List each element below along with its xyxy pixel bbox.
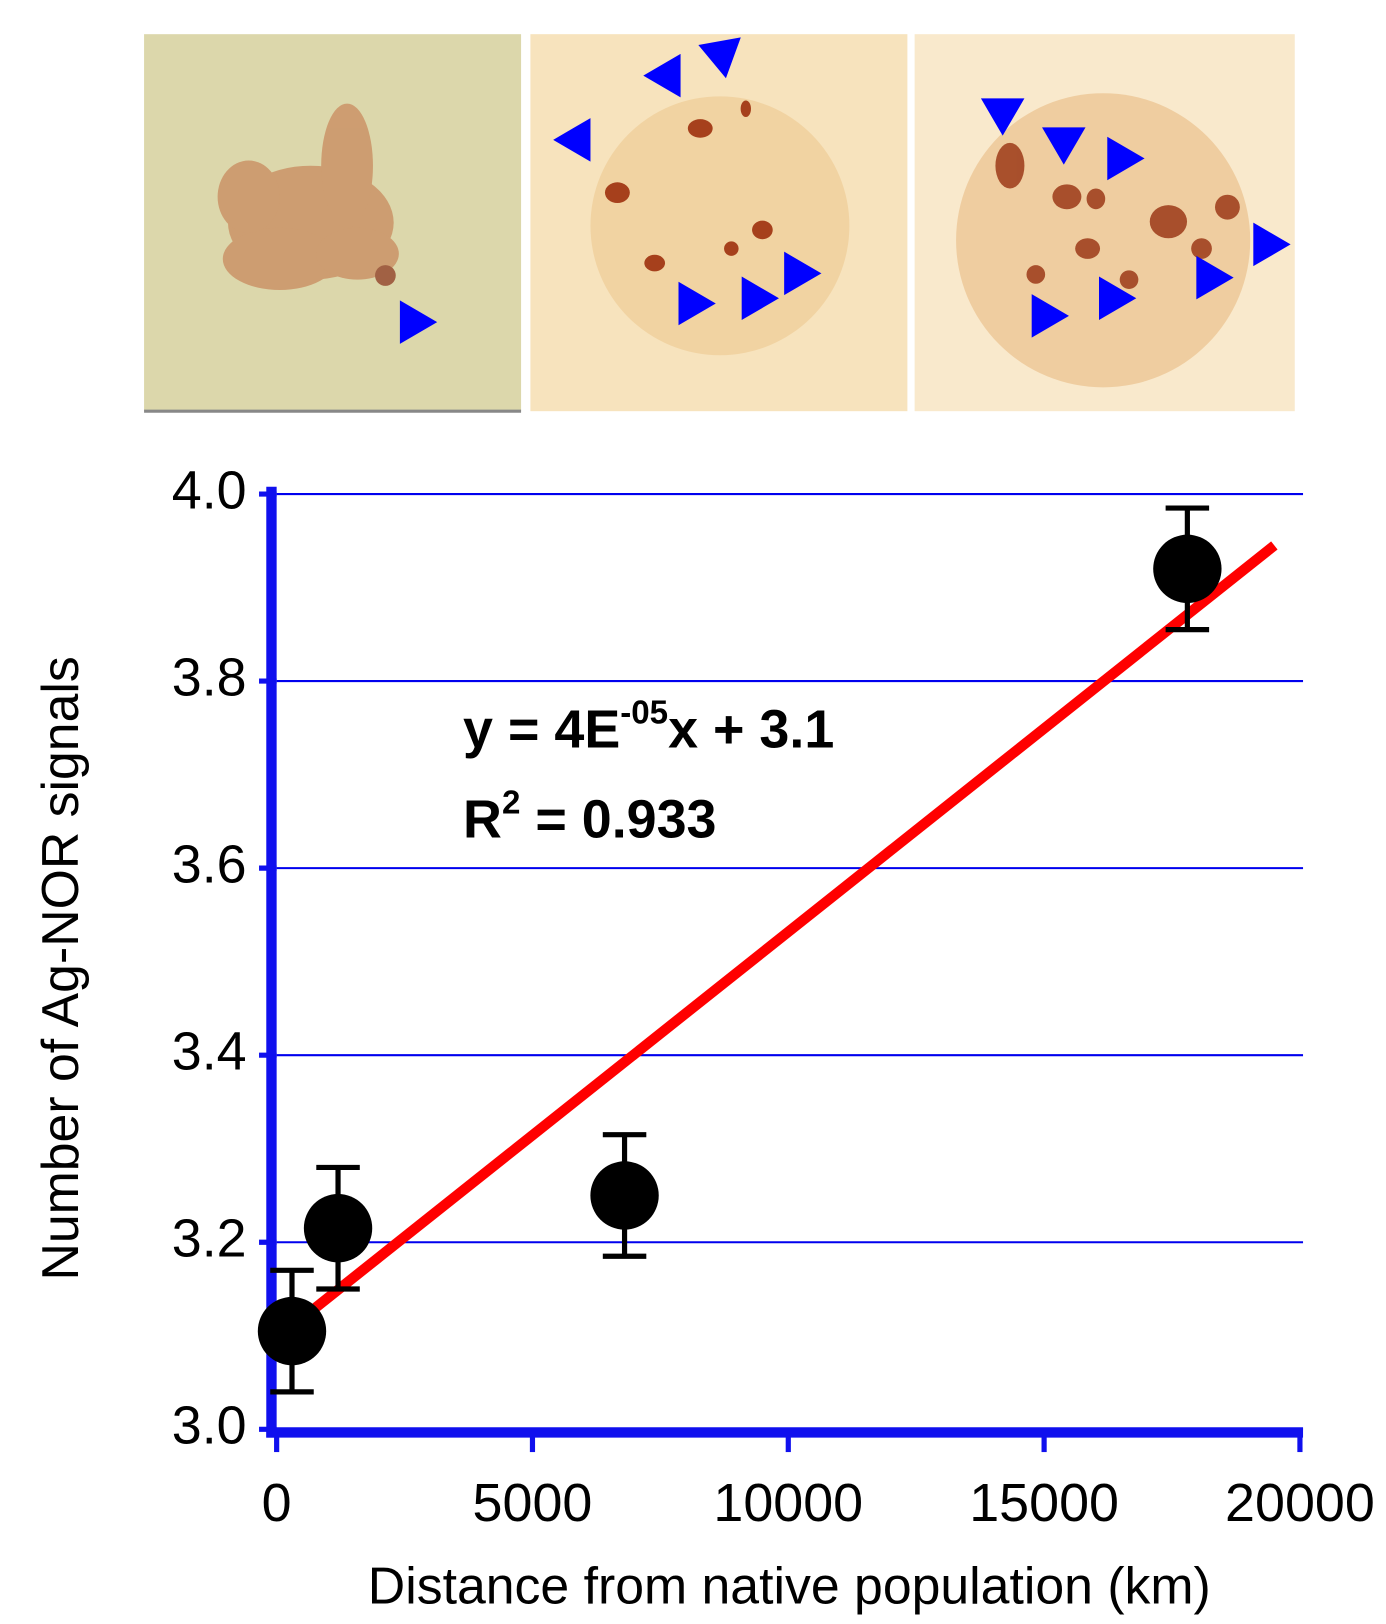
arrowhead: [784, 251, 822, 296]
arrowhead: [1107, 136, 1145, 181]
cell: [590, 96, 850, 356]
x-tick-label: 20000: [1225, 1473, 1375, 1533]
trendline: [288, 541, 1278, 1331]
arrowhead: [1253, 222, 1291, 267]
equation: y = 4E-05x + 3.1: [463, 694, 834, 759]
arrowhead: [1031, 294, 1069, 338]
arrowhead: [1099, 276, 1137, 321]
y-tick-label: 3.6: [172, 834, 247, 894]
chart: Number of Ag-NOR signals Distance from n…: [31, 460, 1375, 1614]
y-tick-label: 3.2: [172, 1208, 247, 1268]
arrowhead: [741, 276, 779, 321]
r-squared-exponent: 2: [502, 784, 520, 821]
point: [257, 1296, 327, 1366]
y-tick-label: 3.4: [172, 1021, 247, 1081]
equation-part: x + 3.1: [668, 700, 834, 760]
y-tick-label: 4.0: [172, 460, 247, 520]
arrowhead: [980, 98, 1025, 136]
spots: [995, 142, 1240, 289]
point: [303, 1194, 373, 1263]
x-tick-label: 15000: [969, 1473, 1119, 1533]
x-tick-label: 5000: [473, 1473, 593, 1533]
arrowheads: [399, 37, 1291, 344]
x-tick-label: 10000: [713, 1473, 863, 1533]
r-squared: R2 = 0.933: [463, 784, 716, 849]
spread: [217, 103, 399, 290]
micrographs: [144, 34, 1295, 413]
r-squared-part: = 0.933: [520, 790, 716, 850]
arrowhead: [399, 300, 438, 344]
arrowhead: [1042, 127, 1086, 165]
arrowhead: [553, 118, 591, 162]
equation-part: y = 4E: [463, 700, 620, 760]
equation-exponent: -05: [620, 694, 668, 731]
y-tick-label: 3.0: [172, 1396, 247, 1456]
arrowhead: [678, 281, 716, 326]
x-axis-title: Distance from native population (km): [368, 1556, 1211, 1614]
y-tick-label: 3.8: [172, 647, 247, 707]
point: [1153, 534, 1222, 604]
y-axis-title: Number of Ag-NOR signals: [31, 656, 89, 1280]
arrowhead: [1196, 255, 1234, 300]
spots: [604, 100, 773, 272]
arrowhead: [643, 53, 681, 98]
arrowhead: [698, 37, 741, 79]
cell: [956, 93, 1251, 388]
x-tick-label: 0: [262, 1473, 292, 1533]
r-squared-part: R: [463, 790, 502, 850]
point: [590, 1161, 659, 1230]
